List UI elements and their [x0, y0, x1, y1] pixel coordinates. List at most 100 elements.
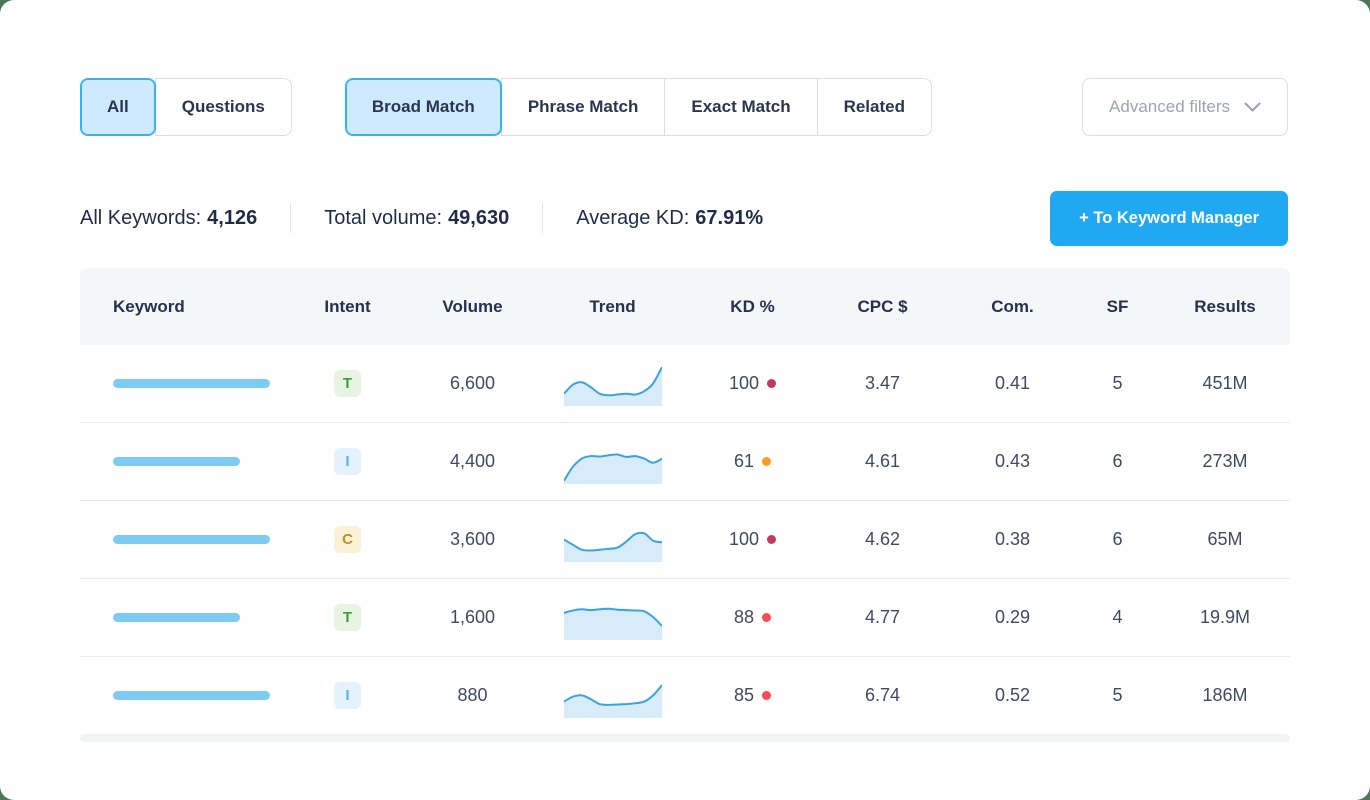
cpc-cell: 4.77 — [864, 607, 901, 627]
trend-cell — [535, 596, 690, 640]
toggle-related[interactable]: Related — [816, 78, 932, 136]
trend-cell — [535, 440, 690, 484]
competition-cell: 0.41 — [994, 373, 1031, 393]
intent-cell: I — [285, 448, 410, 475]
keyword-placeholder-bar — [113, 379, 270, 388]
toggle-broad-match[interactable]: Broad Match — [344, 78, 502, 136]
intent-badge: C — [334, 526, 361, 553]
trend-sparkline — [563, 684, 662, 718]
competition-cell: 0.52 — [994, 685, 1031, 705]
cpc-cell: 3.47 — [864, 373, 901, 393]
advanced-filters-label: Advanced filters — [1109, 97, 1230, 116]
cpc-cell: 4.62 — [864, 529, 901, 549]
keyword-placeholder-bar — [113, 535, 270, 544]
keyword-cell — [80, 691, 285, 700]
intent-cell: T — [285, 370, 410, 397]
column-header-intent[interactable]: Intent — [324, 296, 371, 316]
total-volume-label: Total volume: — [324, 206, 443, 229]
trend-cell — [535, 362, 690, 406]
filters-row: All Questions Broad Match Phrase Match Exac… — [80, 78, 1288, 136]
kd-cell: 85 — [690, 685, 815, 706]
keyword-placeholder-bar — [113, 613, 240, 622]
summary-row: All Keywords: 4,126 Total volume: 49,630 A… — [80, 190, 1288, 246]
kd-value: 100 — [728, 529, 760, 549]
total-volume-value: 49,630 — [448, 206, 510, 229]
competition-cell: 0.43 — [994, 451, 1031, 471]
toggle-exact-match[interactable]: Exact Match — [664, 78, 818, 136]
column-header-sf[interactable]: SF — [1106, 296, 1129, 316]
chevron-down-icon — [1244, 102, 1261, 111]
all-keywords-value: 4,126 — [207, 206, 258, 229]
kd-value: 100 — [728, 373, 760, 393]
kd-value: 88 — [733, 607, 755, 627]
to-keyword-manager-button[interactable]: + To Keyword Manager — [1050, 190, 1288, 246]
keyword-cell — [80, 457, 285, 466]
table-row[interactable]: T 6,600 100 3.47 0.41 5 451M — [80, 345, 1290, 423]
trend-sparkline — [563, 531, 662, 562]
volume-cell: 1,600 — [449, 607, 496, 627]
results-cell: 273M — [1202, 451, 1248, 471]
column-header-kd[interactable]: KD % — [730, 296, 775, 316]
match-type-toggle-group: Broad Match Phrase Match Exact Match Relate… — [344, 78, 932, 136]
toggle-all[interactable]: All — [80, 78, 156, 136]
intent-badge: I — [334, 682, 361, 709]
table-row[interactable]: I 4,400 61 4.61 0.43 6 273M — [80, 423, 1290, 501]
table-row[interactable]: T 1,600 88 4.77 0.29 4 19.9M — [80, 579, 1290, 657]
keyword-cell — [80, 379, 285, 388]
column-header-cpc[interactable]: CPC $ — [857, 296, 908, 316]
column-header-keyword[interactable]: Keyword — [113, 296, 185, 316]
keywords-table: Keyword Intent Volume Trend KD % CPC $ Com. SF R… — [80, 268, 1290, 742]
table-row[interactable]: I 880 85 6.74 0.52 5 186M — [80, 657, 1290, 734]
column-header-volume[interactable]: Volume — [442, 296, 503, 316]
kd-difficulty-dot — [762, 613, 772, 622]
all-keywords-stat: All Keywords: 4,126 — [80, 207, 257, 230]
trend-sparkline — [563, 607, 662, 640]
serp-features-cell: 4 — [1112, 607, 1123, 627]
average-kd-value: 67.91% — [695, 206, 764, 229]
volume-cell: 880 — [457, 685, 488, 705]
scope-toggle-group: All Questions — [80, 78, 292, 136]
serp-features-cell: 5 — [1112, 373, 1123, 393]
kd-difficulty-dot — [762, 691, 772, 700]
volume-cell: 4,400 — [449, 451, 496, 471]
advanced-filters-dropdown[interactable]: Advanced filters — [1082, 78, 1288, 136]
all-keywords-label: All Keywords: — [80, 206, 202, 229]
column-header-results[interactable]: Results — [1194, 296, 1256, 316]
keyword-placeholder-bar — [113, 691, 270, 700]
competition-cell: 0.29 — [994, 607, 1031, 627]
kd-cell: 88 — [690, 607, 815, 628]
average-kd-stat: Average KD: 67.91% — [576, 207, 763, 230]
intent-badge: I — [334, 448, 361, 475]
column-header-com[interactable]: Com. — [991, 296, 1034, 316]
trend-sparkline — [563, 452, 662, 484]
table-header-row: Keyword Intent Volume Trend KD % CPC $ Com. SF R… — [80, 268, 1290, 345]
average-kd-label: Average KD: — [576, 206, 690, 229]
table-row[interactable]: C 3,600 100 4.62 0.38 6 65M — [80, 501, 1290, 579]
results-cell: 65M — [1207, 529, 1243, 549]
divider — [542, 203, 544, 233]
results-cell: 186M — [1202, 685, 1248, 705]
kd-value: 61 — [733, 451, 755, 471]
kd-difficulty-dot — [767, 379, 777, 388]
total-volume-stat: Total volume: 49,630 — [324, 207, 509, 230]
results-cell: 451M — [1202, 373, 1248, 393]
intent-badge: T — [334, 370, 361, 397]
kd-cell: 100 — [690, 373, 815, 394]
toggle-questions[interactable]: Questions — [154, 78, 292, 136]
divider — [290, 203, 292, 233]
toggle-phrase-match[interactable]: Phrase Match — [500, 78, 666, 136]
kd-cell: 61 — [690, 451, 815, 472]
competition-cell: 0.38 — [994, 529, 1031, 549]
volume-cell: 6,600 — [449, 373, 496, 393]
kd-difficulty-dot — [762, 457, 772, 466]
serp-features-cell: 6 — [1112, 451, 1123, 471]
column-header-trend[interactable]: Trend — [589, 296, 636, 316]
kd-difficulty-dot — [767, 535, 777, 544]
trend-sparkline — [563, 366, 662, 406]
serp-features-cell: 5 — [1112, 685, 1123, 705]
keyword-placeholder-bar — [113, 457, 240, 466]
trend-cell — [535, 674, 690, 718]
table-scrollbar-track[interactable] — [80, 734, 1290, 742]
serp-features-cell: 6 — [1112, 529, 1123, 549]
